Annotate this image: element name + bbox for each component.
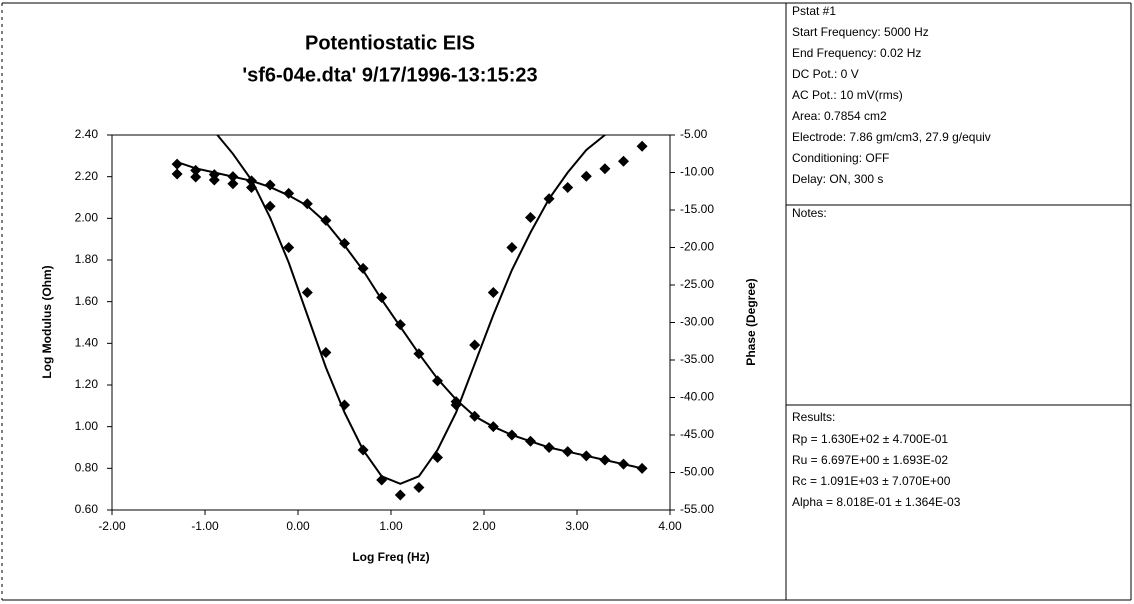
chart-title: Potentiostatic EIS (305, 32, 475, 54)
y-tick-label: 1.60 (75, 294, 99, 308)
x-axis-label: Log Freq (Hz) (352, 550, 429, 564)
y-axis-label: Log Modulus (Ohm) (40, 265, 54, 378)
data-point (636, 140, 648, 152)
data-point (562, 182, 574, 193)
data-point (264, 200, 276, 212)
x-tick-label: 3.00 (565, 519, 589, 533)
x-tick-label: -1.00 (191, 519, 219, 533)
y2-tick-label: -5.00 (680, 127, 708, 141)
setup-line: Delay: ON, 300 s (792, 172, 883, 186)
data-point (469, 339, 481, 351)
data-point (301, 198, 313, 210)
result-line: Alpha = 8.018E-01 ± 1.364E-03 (792, 495, 961, 509)
y2-tick-label: -15.00 (680, 202, 714, 216)
data-point (599, 163, 611, 175)
data-point (320, 214, 332, 226)
y2-tick-label: -35.00 (680, 352, 714, 366)
y-tick-label: 1.00 (75, 419, 99, 433)
chart-subtitle: 'sf6-04e.dta' 9/17/1996-13:15:23 (242, 64, 537, 86)
plot-clip (171, 135, 648, 501)
x-tick-label: 1.00 (379, 519, 403, 533)
y-tick-label: 1.40 (75, 336, 99, 350)
results-label: Results: (792, 410, 835, 424)
y-tick-label: 1.20 (75, 377, 99, 391)
y2-axis-label: Phase (Degree) (744, 278, 758, 365)
y-tick-label: 0.60 (75, 502, 99, 516)
y-tick-label: 1.80 (75, 252, 99, 266)
data-point (171, 158, 183, 170)
data-point (413, 482, 425, 493)
setup-line: Start Frequency: 5000 Hz (792, 25, 929, 39)
y-tick-label: 2.40 (75, 127, 99, 141)
data-point (283, 242, 295, 253)
data-point (171, 168, 183, 180)
setup-line: Electrode: 7.86 gm/cm3, 27.9 g/equiv (792, 130, 991, 144)
setup-line: End Frequency: 0.02 Hz (792, 46, 921, 60)
result-line: Rc = 1.091E+03 ± 7.070E+00 (792, 474, 951, 488)
y2-tick-label: -25.00 (680, 277, 714, 291)
x-tick-label: 2.00 (472, 519, 496, 533)
y-tick-label: 0.80 (75, 461, 99, 475)
data-point (636, 462, 648, 474)
y-tick-label: 2.00 (75, 211, 99, 225)
data-point (432, 375, 443, 387)
result-line: Rp = 1.630E+02 ± 4.700E-01 (792, 432, 948, 446)
data-point (432, 452, 443, 463)
y2-tick-label: -55.00 (680, 502, 714, 516)
result-line: Ru = 6.697E+00 ± 1.693E-02 (792, 453, 948, 467)
data-point (301, 287, 313, 298)
data-point (487, 287, 499, 298)
data-point (580, 170, 592, 182)
data-point (506, 242, 518, 253)
x-tick-label: -2.00 (98, 519, 126, 533)
x-tick-label: 4.00 (658, 519, 682, 533)
plot-area (111, 134, 671, 511)
setup-line: Pstat #1 (792, 4, 836, 18)
x-tick-label: 0.00 (286, 519, 310, 533)
y2-tick-label: -20.00 (680, 240, 714, 254)
y-tick-label: 2.20 (75, 169, 99, 183)
data-point (618, 155, 629, 167)
data-point (227, 178, 239, 190)
y2-tick-label: -30.00 (680, 315, 714, 329)
y2-tick-label: -10.00 (680, 165, 714, 179)
setup-line: AC Pot.: 10 mV(rms) (792, 88, 903, 102)
y2-tick-label: -50.00 (680, 465, 714, 479)
y2-tick-label: -40.00 (680, 390, 714, 404)
setup-line: DC Pot.: 0 V (792, 67, 859, 81)
data-point (525, 212, 536, 223)
setup-line: Area: 0.7854 cm2 (792, 109, 887, 123)
fit-line (216, 135, 607, 485)
notes-label: Notes: (792, 206, 827, 220)
y2-tick-label: -45.00 (680, 427, 714, 441)
data-point (320, 347, 332, 358)
data-point (190, 171, 202, 183)
fit-line (176, 161, 643, 470)
setup-line: Conditioning: OFF (792, 151, 889, 165)
data-point (394, 489, 406, 501)
data-point (208, 174, 220, 186)
